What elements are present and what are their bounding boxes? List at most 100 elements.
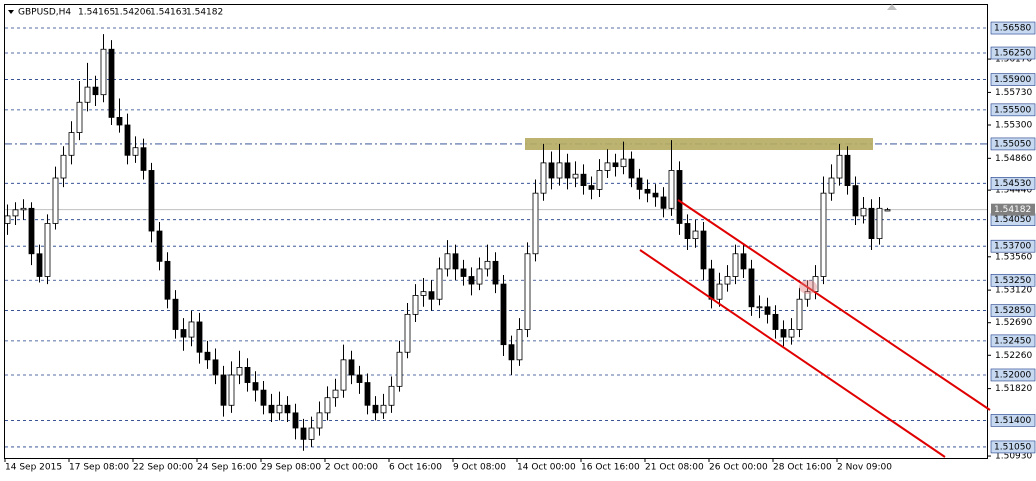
candle-body (196, 321, 203, 353)
candle-body (868, 207, 875, 240)
candle-body (244, 366, 251, 383)
candle-body (468, 276, 475, 285)
level-label: 1.52450 (994, 336, 1031, 346)
candle-body (716, 283, 723, 300)
candle-body (460, 268, 467, 277)
candle-body (316, 412, 323, 429)
candle-body (308, 427, 315, 440)
candle-body (660, 196, 667, 209)
close-value: 1.54182 (186, 8, 223, 18)
candle-body (268, 404, 275, 414)
candle-body (828, 177, 835, 194)
candle-body (44, 223, 51, 277)
y-tick-label: 1.55730 (995, 88, 1032, 98)
candle-body (500, 283, 507, 346)
candle-body (492, 260, 499, 285)
channel-line (639, 249, 946, 458)
candle-body (540, 162, 547, 194)
level-label: 1.55900 (994, 75, 1031, 85)
candle-body (436, 268, 443, 300)
candle-body (780, 329, 787, 338)
y-tick-label: 1.51820 (995, 384, 1032, 394)
candle-body (332, 389, 339, 399)
candle-body (236, 366, 243, 376)
y-tick-label: 1.54860 (995, 154, 1032, 164)
candle-body (388, 385, 395, 406)
candle-body (452, 253, 459, 270)
candle-body (396, 351, 403, 387)
candle-body (260, 389, 267, 406)
candle-body (68, 132, 75, 156)
resistance-zone (525, 138, 873, 150)
candle-body (852, 185, 859, 217)
level-label: 1.55050 (994, 139, 1031, 149)
candle-body (572, 173, 579, 179)
candle-body (180, 329, 187, 338)
candle-body (36, 253, 43, 277)
candle-body (764, 306, 771, 315)
level-label-box (990, 440, 1036, 454)
candle-body (692, 230, 699, 240)
shift-marker[interactable] (887, 4, 897, 10)
candle-body (548, 162, 555, 179)
candle-body (484, 260, 491, 270)
x-tick-label: 29 Sep 08:00 (261, 463, 321, 473)
candle-body (508, 344, 515, 361)
candle-body (428, 291, 435, 300)
level-label-box (990, 334, 1036, 348)
x-tick-label: 9 Oct 08:00 (453, 463, 506, 473)
candle-body (444, 253, 451, 270)
candle-body (108, 48, 115, 118)
candle-body (204, 351, 211, 361)
level-label-box (990, 304, 1036, 317)
high-value: 1.54206 (114, 8, 151, 18)
level-label: 1.51050 (994, 442, 1031, 452)
candle-body (580, 173, 587, 186)
candle-body (20, 207, 27, 211)
candle-body (252, 382, 259, 391)
x-tick-label: 14 Oct 00:00 (517, 463, 576, 473)
candle-body (380, 404, 387, 414)
y-tick-label: 1.54440 (995, 186, 1032, 196)
x-tick-label: 2 Oct 00:00 (325, 463, 378, 473)
y-tick-label: 1.53120 (995, 286, 1032, 296)
candle-body (596, 170, 603, 190)
level-label: 1.51400 (994, 416, 1031, 426)
candle-body (412, 295, 419, 315)
candle-body (228, 374, 235, 406)
candle-body (324, 397, 331, 414)
x-tick-label: 22 Sep 00:00 (133, 463, 193, 473)
candle-body (604, 162, 611, 171)
candle-body (60, 154, 67, 179)
candle-body (628, 158, 635, 179)
level-label: 1.56580 (994, 24, 1031, 34)
x-tick-label: 17 Sep 08:00 (69, 463, 129, 473)
candle-body (860, 207, 867, 217)
candle-body (732, 253, 739, 277)
candle-body (836, 154, 843, 179)
menu-arrow[interactable] (8, 10, 14, 14)
level-label: 1.53700 (994, 242, 1031, 252)
y-tick-label: 1.50930 (995, 452, 1032, 462)
candle-body (76, 101, 83, 133)
candle-body (348, 359, 355, 376)
level-label-box (990, 239, 1036, 253)
candle-body (188, 321, 195, 338)
candle-body (644, 188, 651, 194)
level-label-box (990, 414, 1036, 427)
level-label-box (990, 21, 1036, 35)
candle-body (532, 192, 539, 255)
candle-body (844, 154, 851, 186)
level-label: 1.54050 (994, 215, 1031, 225)
candle-body (612, 162, 619, 168)
candle-body (100, 48, 107, 96)
level-label-box (990, 368, 1036, 382)
candle-body (92, 86, 99, 96)
x-tick-label: 24 Sep 16:00 (197, 463, 257, 473)
x-tick-label: 26 Oct 00:00 (709, 463, 768, 473)
candle-body (820, 192, 827, 277)
candle-body (340, 359, 347, 391)
candle-body (4, 215, 11, 224)
level-label-box (990, 103, 1036, 117)
channel-line (677, 199, 991, 411)
